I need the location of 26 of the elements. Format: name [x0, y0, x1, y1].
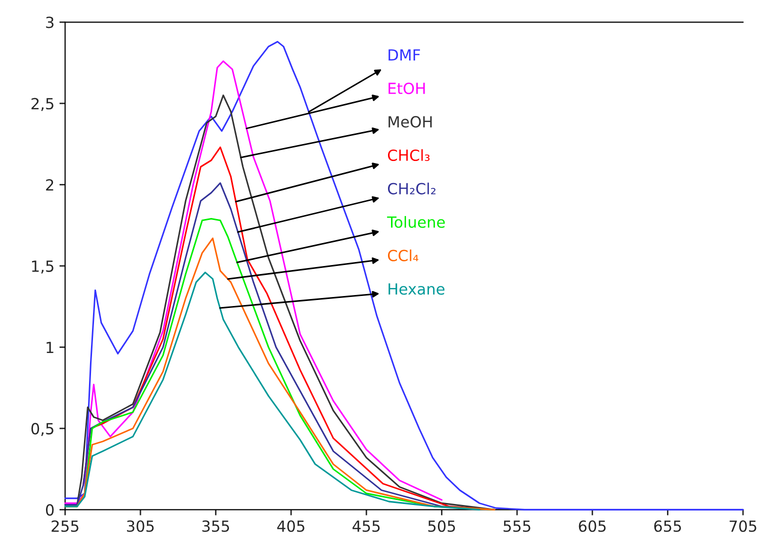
x-tick-label: 255: [52, 520, 78, 532]
x-tick-label: 355: [202, 520, 229, 532]
x-tick-label: 605: [578, 520, 606, 532]
text: DMF: [388, 49, 420, 60]
text: MeOH: [388, 116, 432, 128]
text: Toluene: [387, 216, 445, 228]
text: CHCl₃: [388, 149, 430, 162]
x-tick-label: 455: [352, 520, 380, 532]
text: CH₂Cl₂: [388, 182, 436, 194]
y-tick-label: 3: [46, 16, 54, 28]
x-tick-label: 405: [277, 520, 304, 532]
y-tick-label: 1,5: [32, 260, 54, 274]
x-tick-label: 505: [428, 520, 455, 532]
x-tick-label: 705: [730, 520, 756, 532]
y-tick-label: 0: [46, 504, 54, 516]
x-tick-label: 305: [127, 520, 154, 532]
text: Hexane: [388, 283, 444, 295]
y-tick-label: 1: [46, 342, 54, 353]
y-tick-label: 2,5: [32, 98, 54, 111]
x-tick-label: 655: [654, 520, 681, 532]
text: CCl₄: [388, 249, 418, 262]
y-tick-label: 0,5: [31, 422, 54, 436]
line-series: [64, 272, 480, 510]
text: EtOH: [388, 82, 425, 94]
y-tick-label: 2: [46, 179, 54, 190]
x-tick-label: 555: [504, 520, 530, 532]
